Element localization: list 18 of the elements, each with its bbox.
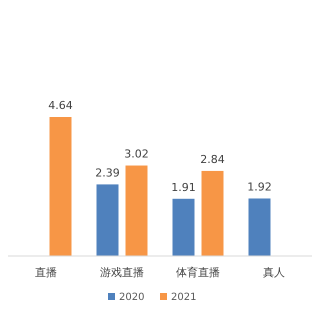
data-label: 4.64 bbox=[48, 99, 73, 112]
x-tick-label: 直播 bbox=[35, 266, 57, 279]
x-tick-label: 真人 bbox=[263, 266, 285, 279]
bar bbox=[202, 170, 224, 256]
bar bbox=[126, 166, 148, 256]
data-label: 2.84 bbox=[200, 152, 225, 166]
bar bbox=[172, 198, 194, 256]
data-label: 1.91 bbox=[171, 180, 196, 194]
data-label: 1.92 bbox=[247, 180, 272, 194]
data-label: 3.02 bbox=[124, 148, 149, 161]
bar bbox=[50, 117, 72, 256]
x-tick-label: 体育直播 bbox=[176, 266, 220, 279]
legend-label: 2020 bbox=[119, 292, 144, 303]
bar bbox=[248, 198, 270, 256]
bar bbox=[96, 184, 118, 256]
x-tick-label: 游戏直播 bbox=[100, 266, 144, 279]
legend-label: 2021 bbox=[171, 292, 196, 303]
data-label: 2.39 bbox=[95, 166, 120, 180]
